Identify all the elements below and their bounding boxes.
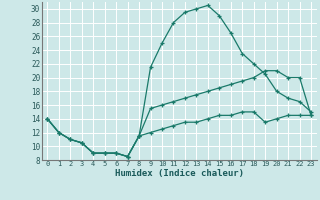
X-axis label: Humidex (Indice chaleur): Humidex (Indice chaleur) [115, 169, 244, 178]
